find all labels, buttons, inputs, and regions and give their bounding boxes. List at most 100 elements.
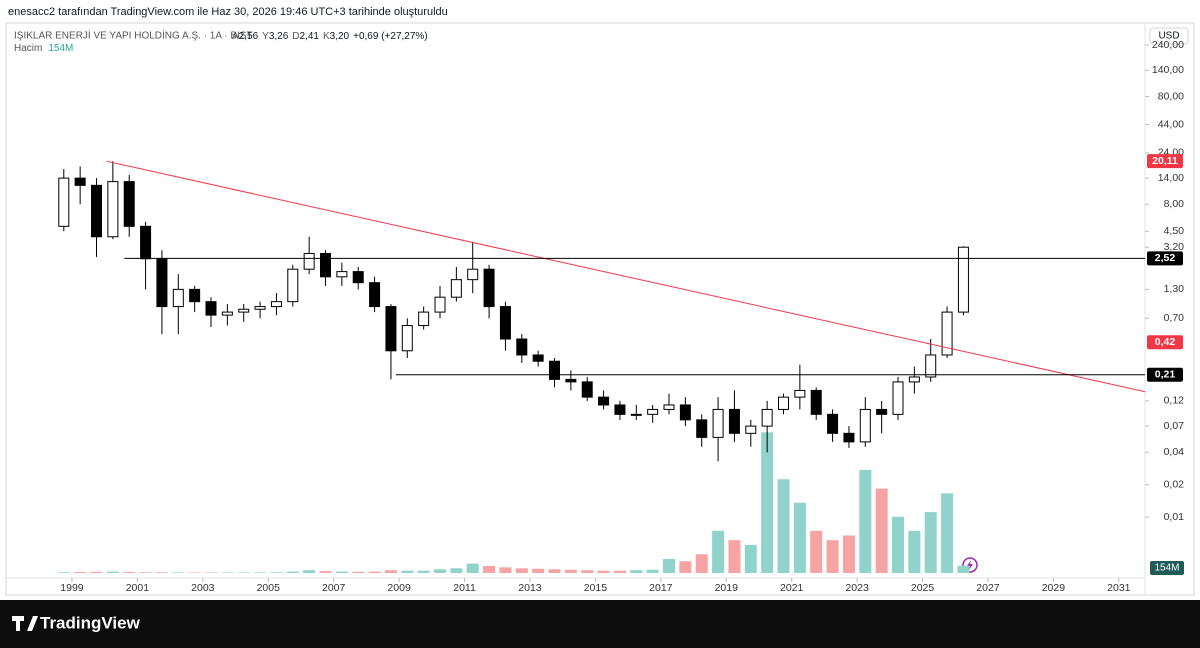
currency-button[interactable] bbox=[1149, 27, 1189, 45]
volume-bar bbox=[875, 488, 888, 573]
ohlc-key: Y bbox=[262, 31, 269, 42]
brand-logo: TradingView bbox=[12, 613, 141, 632]
candle-body bbox=[369, 282, 381, 308]
x-tick-label: 2029 bbox=[1042, 582, 1066, 594]
volume-bar bbox=[434, 569, 447, 573]
candle-body bbox=[549, 360, 561, 380]
ohlc-value: 2,41 bbox=[300, 31, 320, 42]
price-label-bg bbox=[1147, 367, 1183, 382]
x-tick-label: 2007 bbox=[322, 582, 346, 594]
brand-name: TradingView bbox=[40, 613, 141, 632]
volume-bar bbox=[401, 570, 414, 573]
x-tick-label: 1999 bbox=[60, 582, 84, 594]
ohlc-legend: A2,56 Y3,26 D2,41 K3,20 +0,69 (+27,27%) bbox=[232, 31, 428, 42]
y-tick-label: 8,00 bbox=[1164, 198, 1185, 210]
candle-body bbox=[270, 301, 282, 308]
candle-body bbox=[189, 288, 201, 303]
candle-body bbox=[91, 184, 103, 238]
volume-bar bbox=[581, 570, 594, 573]
candle-body bbox=[336, 271, 348, 278]
candle-body bbox=[401, 325, 413, 352]
volume-bar bbox=[532, 568, 545, 573]
price-label: 0,21 bbox=[1155, 368, 1176, 380]
volume-bar bbox=[139, 572, 152, 573]
volume-bar bbox=[286, 571, 299, 573]
volume-bar bbox=[892, 516, 905, 573]
logo-mark bbox=[12, 616, 38, 631]
candle-body bbox=[859, 408, 871, 443]
plot bbox=[57, 160, 1145, 573]
candle-body bbox=[254, 306, 266, 310]
candle-body bbox=[598, 396, 610, 406]
volume-bar bbox=[450, 568, 463, 573]
y-tick-label: 0,12 bbox=[1164, 395, 1185, 407]
volume-last: 154M bbox=[48, 43, 73, 54]
candle-body bbox=[516, 338, 528, 356]
y-tick-label: 0,70 bbox=[1164, 312, 1185, 324]
x-tick-label: 2017 bbox=[649, 582, 673, 594]
volume-bar bbox=[466, 563, 479, 573]
x-tick-label: 2009 bbox=[387, 582, 411, 594]
price-label: 2,52 bbox=[1155, 252, 1176, 264]
volume-badge-bg bbox=[1150, 561, 1184, 575]
candle-body bbox=[696, 419, 708, 438]
candle-body bbox=[745, 425, 757, 434]
volume-bar bbox=[564, 569, 577, 573]
volume-bar bbox=[499, 567, 512, 573]
y-tick-label: 0,01 bbox=[1164, 511, 1185, 523]
ohlc-value: 3,26 bbox=[269, 31, 289, 42]
candle-body bbox=[221, 311, 233, 316]
volume-bar bbox=[744, 544, 757, 573]
volume-bar bbox=[924, 512, 937, 573]
volume-bar bbox=[172, 572, 185, 573]
volume-bar bbox=[810, 530, 823, 573]
candle-body bbox=[303, 252, 315, 270]
candle-body bbox=[712, 408, 724, 438]
y-tick-label: 140,00 bbox=[1152, 64, 1184, 76]
candle-body bbox=[810, 389, 822, 415]
candle-body bbox=[663, 404, 675, 410]
y-tick-label: 1,30 bbox=[1164, 283, 1185, 295]
chart-frame bbox=[5, 22, 1195, 596]
candle-body bbox=[827, 413, 839, 434]
candle-body bbox=[172, 288, 184, 308]
y-tick-label: 0,02 bbox=[1164, 479, 1185, 491]
ohlc-key: K bbox=[323, 31, 330, 42]
y-tick-label: 0,07 bbox=[1164, 420, 1185, 432]
y-tick-label: 44,00 bbox=[1158, 118, 1184, 130]
candle-body bbox=[794, 389, 806, 398]
change-value: +0,69 (+27,27%) bbox=[353, 31, 428, 42]
volume-bar bbox=[106, 571, 119, 573]
candle-body bbox=[483, 268, 495, 308]
volume-bar bbox=[74, 572, 87, 573]
volume-bar bbox=[352, 571, 365, 573]
volume-bar bbox=[335, 571, 348, 573]
candle-body bbox=[925, 354, 937, 378]
candle-body bbox=[728, 408, 740, 434]
candle-body bbox=[434, 296, 446, 313]
y-tick-label: 3,20 bbox=[1164, 241, 1185, 253]
volume-badge: 154M bbox=[1154, 563, 1179, 574]
candle-body bbox=[843, 432, 855, 443]
currency[interactable]: USD bbox=[1158, 31, 1179, 42]
candle-body bbox=[352, 271, 364, 284]
volume-bar bbox=[417, 570, 430, 573]
candle-body bbox=[450, 279, 462, 298]
x-tick-label: 2027 bbox=[976, 582, 1000, 594]
volume-bar bbox=[155, 572, 168, 573]
candle-body bbox=[499, 306, 511, 340]
ohlc-value: 3,20 bbox=[330, 31, 350, 42]
price-label-bg bbox=[1147, 335, 1183, 350]
candle-body bbox=[614, 404, 626, 415]
candle-body bbox=[941, 311, 953, 356]
volume-bar bbox=[679, 561, 692, 573]
x-tick-label: 2021 bbox=[780, 582, 804, 594]
candle-body bbox=[107, 181, 119, 238]
candle-body bbox=[156, 258, 168, 308]
volume-bar bbox=[90, 571, 103, 573]
volume-name: Hacim bbox=[14, 43, 42, 54]
candle-body bbox=[287, 268, 299, 303]
candle-body bbox=[140, 225, 152, 260]
candle-body bbox=[418, 311, 430, 327]
